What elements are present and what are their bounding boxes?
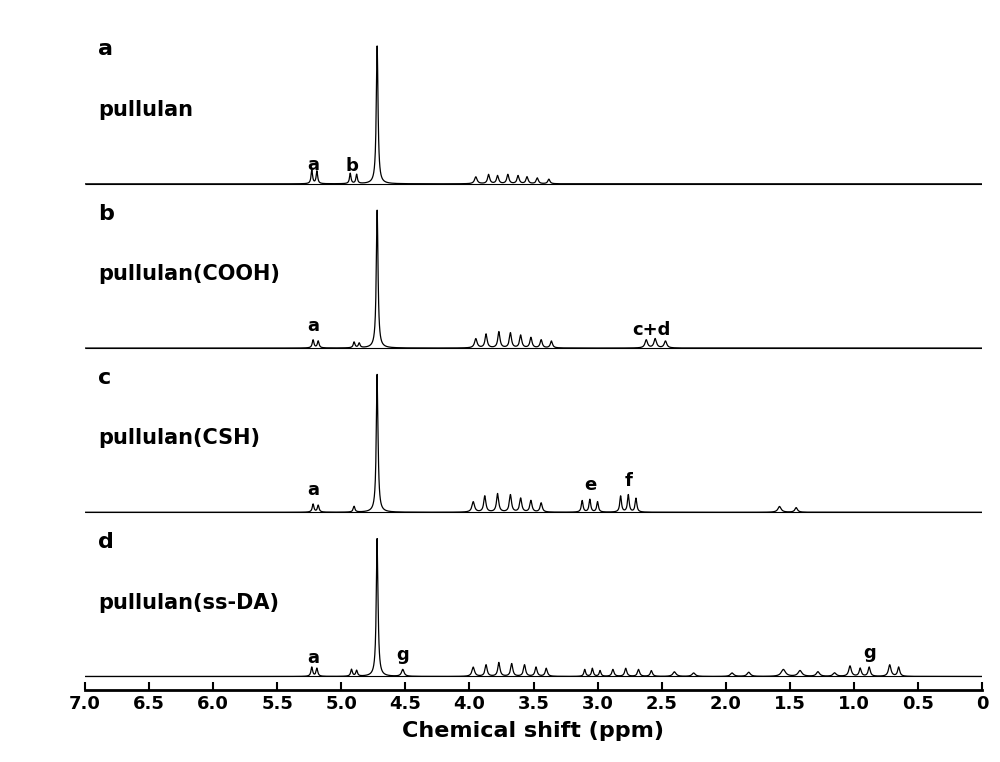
Text: a: a	[98, 40, 113, 59]
Text: pullulan(ss-DA): pullulan(ss-DA)	[98, 593, 279, 613]
Text: d: d	[98, 532, 114, 552]
Text: e: e	[584, 476, 596, 495]
X-axis label: Chemical shift (ppm): Chemical shift (ppm)	[402, 722, 664, 741]
Text: g: g	[863, 644, 876, 662]
Text: pullulan: pullulan	[98, 100, 193, 120]
Text: f: f	[624, 472, 632, 489]
Text: b: b	[98, 203, 114, 223]
Text: a: a	[307, 155, 319, 174]
Text: a: a	[307, 481, 319, 499]
Text: g: g	[396, 646, 409, 664]
Text: c+d: c+d	[632, 322, 671, 339]
Text: a: a	[307, 317, 319, 335]
Text: c: c	[98, 368, 111, 388]
Text: pullulan(CSH): pullulan(CSH)	[98, 428, 260, 448]
Text: pullulan(COOH): pullulan(COOH)	[98, 264, 280, 284]
Text: a: a	[307, 649, 319, 668]
Text: b: b	[345, 157, 358, 175]
